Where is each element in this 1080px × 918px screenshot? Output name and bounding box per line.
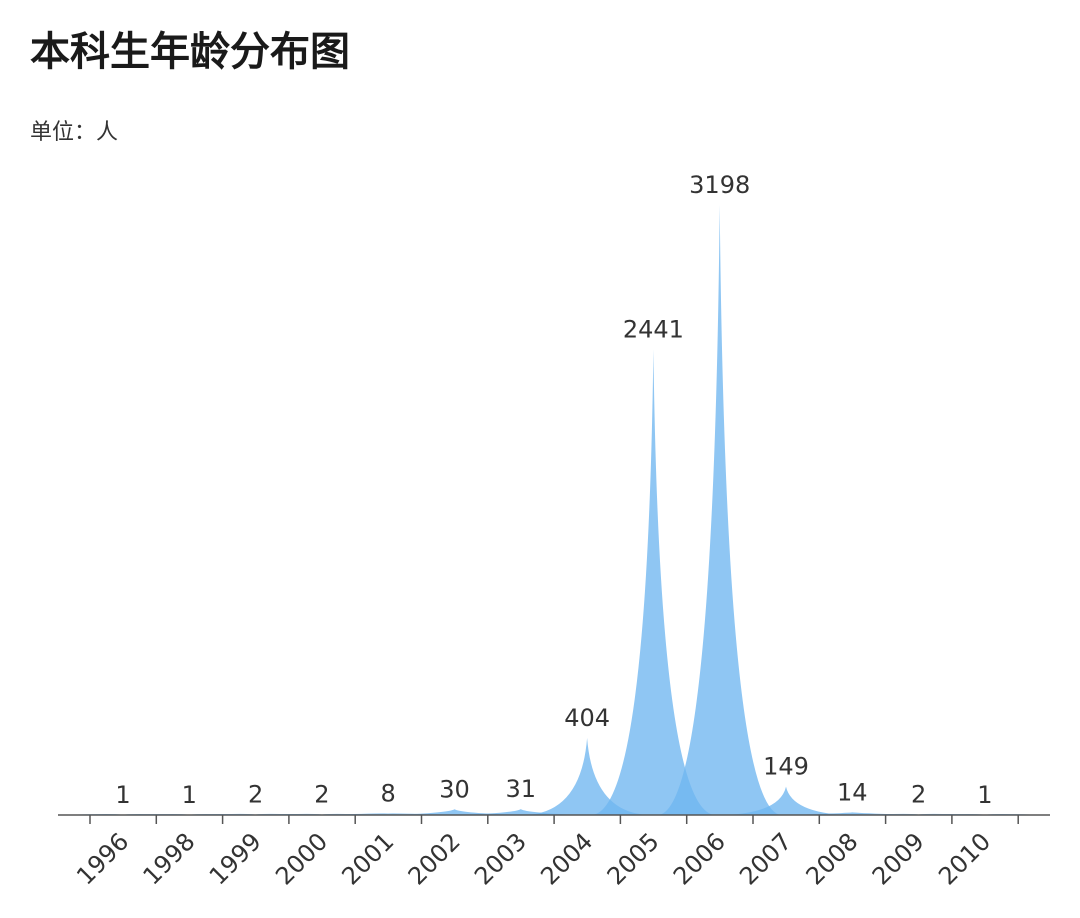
- value-label-2002: 30: [439, 775, 470, 803]
- value-label-2005: 2441: [623, 315, 684, 343]
- x-tick-label-2008: 2008: [801, 827, 864, 890]
- page-title: 本科生年龄分布图: [30, 29, 350, 75]
- x-tick-label-2000: 2000: [270, 827, 333, 890]
- x-tick-label-2007: 2007: [734, 827, 797, 890]
- peak-2006: [657, 205, 782, 815]
- value-label-2006: 3198: [689, 171, 750, 199]
- peak-2002: [392, 809, 517, 815]
- peak-2004: [525, 737, 650, 815]
- value-label-2010: 1: [977, 781, 992, 809]
- x-tick-label-1996: 1996: [71, 827, 134, 890]
- value-label-1996: 1: [115, 781, 130, 809]
- unit-label: 单位：人: [30, 120, 119, 145]
- value-labels-layer: 1 1 2 2 8 30 31 404 2441 3198 149 14 2 1: [115, 171, 992, 809]
- x-tick-label-2002: 2002: [403, 827, 466, 890]
- value-label-2008: 14: [837, 778, 868, 806]
- x-tick-label-1999: 1999: [204, 827, 267, 890]
- x-axis: 1996 1998 1999 2000 2001 2002 2003 2004 2005 2006…: [58, 814, 1050, 890]
- peak-2007: [724, 786, 848, 815]
- peaks-layer: [61, 205, 1047, 815]
- x-tick-label-2009: 2009: [867, 827, 930, 890]
- value-label-1999: 2: [248, 781, 263, 809]
- x-tick-label-2005: 2005: [602, 827, 665, 890]
- x-tick-label-2001: 2001: [336, 827, 399, 890]
- value-label-2004: 404: [564, 704, 610, 732]
- x-tick-label-1998: 1998: [138, 827, 201, 890]
- x-tick-label-2010: 2010: [933, 827, 996, 890]
- value-label-1998: 1: [182, 781, 197, 809]
- x-tick-label-2003: 2003: [469, 827, 532, 890]
- value-label-2001: 8: [381, 779, 396, 807]
- value-label-2009: 2: [911, 781, 926, 809]
- peak-2005: [591, 349, 716, 815]
- value-label-2000: 2: [314, 781, 329, 809]
- value-label-2007: 149: [763, 753, 809, 781]
- x-tick-label-2004: 2004: [535, 827, 598, 890]
- value-label-2003: 31: [506, 775, 537, 803]
- x-tick-label-2006: 2006: [668, 827, 731, 890]
